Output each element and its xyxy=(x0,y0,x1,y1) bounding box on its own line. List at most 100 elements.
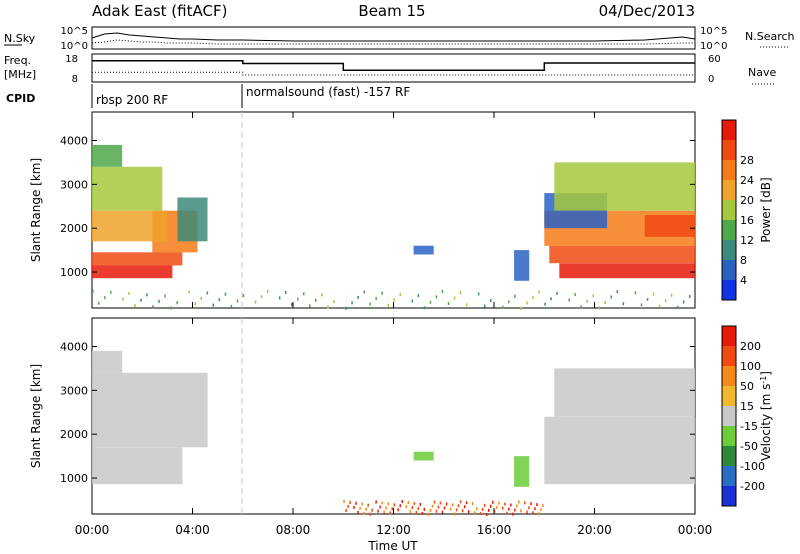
velocity-scatter-cell xyxy=(542,504,544,507)
velocity-scatter-cell xyxy=(514,508,516,512)
power-region xyxy=(92,144,123,167)
velocity-scatter-cell xyxy=(443,506,446,510)
velocity-ytick-label: 3000 xyxy=(60,384,88,397)
velocity-scatter-cell xyxy=(349,500,351,504)
power-scatter-cell xyxy=(236,299,239,303)
velocity-scatter-cell xyxy=(512,512,514,516)
power-colorbar-swatch xyxy=(722,180,736,200)
velocity-scatter-cell xyxy=(508,507,510,511)
velocity-ylabel: Slant Range [km] xyxy=(29,364,43,468)
power-scatter-cell xyxy=(218,298,221,302)
velocity-scatter-cell xyxy=(385,506,387,510)
velocity-scatter-cell xyxy=(375,500,377,504)
power-scatter-cell xyxy=(586,299,588,303)
freq-tick-bottom-left: 8 xyxy=(72,74,78,85)
power-scatter-cell xyxy=(387,303,389,307)
velocity-scatter-cell xyxy=(423,507,426,511)
power-scatter-cell xyxy=(544,302,546,306)
power-scatter-cell xyxy=(423,306,426,310)
power-scatter-cell xyxy=(514,294,516,298)
velocity-scatter-cell xyxy=(439,501,442,505)
velocity-scatter-cell xyxy=(528,506,530,510)
power-scatter-cell xyxy=(122,297,124,301)
velocity-colorbar-swatch xyxy=(722,486,736,506)
power-scatter-cell xyxy=(194,302,196,306)
power-panel: 1000 2000 3000 4000 Slant Range [km] 4 8 12 16… xyxy=(29,111,773,310)
velocity-scatter-cell xyxy=(429,508,432,512)
noise-ytick-bottom-right: 10^0 xyxy=(700,41,727,52)
velocity-scatter-cell xyxy=(467,510,470,514)
power-scatter-cell xyxy=(152,305,154,309)
power-scatter-cell xyxy=(538,290,540,294)
power-scatter-cell xyxy=(640,303,643,307)
velocity-colorbar-tick: -15 xyxy=(740,420,758,433)
velocity-scatter-cell xyxy=(343,500,345,503)
velocity-scatter-cell xyxy=(494,509,496,513)
velocity-scatter-cell xyxy=(536,503,538,507)
power-scatter-cell xyxy=(508,300,510,304)
power-scatter-cell xyxy=(417,294,420,298)
power-scatter-cell xyxy=(212,303,215,307)
power-scatter-cell xyxy=(110,290,112,294)
velocity-scatter-cell xyxy=(538,512,540,516)
velocity-scatter-cell xyxy=(496,505,498,509)
velocity-colorbar-tick: 15 xyxy=(740,400,754,413)
power-colorbar-swatch xyxy=(722,120,736,140)
time-tick-label: 00:00 xyxy=(678,523,713,537)
power-scatter-cell xyxy=(652,292,655,296)
frequency-panel: Freq. [MHz] Nave 18 8 60 0 xyxy=(4,53,776,85)
velocity-scatter-cell xyxy=(526,510,528,514)
power-scatter-cell xyxy=(230,304,233,308)
power-scatter-cell xyxy=(170,306,172,310)
velocity-ytick-label: 2000 xyxy=(60,428,88,441)
velocity-scatter-cell xyxy=(451,503,454,507)
power-scatter-cell xyxy=(598,306,600,310)
power-scatter-cell xyxy=(616,290,619,294)
power-colorbar-swatch xyxy=(722,200,736,220)
power-region xyxy=(92,166,163,211)
power-scatter-cell xyxy=(260,295,263,299)
velocity-colorbar-label: Velocity [m s-1] xyxy=(759,371,774,461)
velocity-panel: 1000 2000 3000 4000 Slant Range [km] 200 100… xyxy=(29,317,774,516)
velocity-scatter-cell xyxy=(498,501,500,505)
noise-panel-frame xyxy=(91,26,696,50)
power-scatter-cell xyxy=(610,295,613,299)
power-scatter-cell xyxy=(634,291,637,295)
cpid-panel: CPID rbsp 200 RF normalsound (fast) -157… xyxy=(6,84,410,108)
velocity-colorbar-tick: 100 xyxy=(740,360,761,373)
velocity-scatter-cell xyxy=(353,505,355,509)
velocity-scatter-cell xyxy=(492,500,494,504)
power-colorbar-frame xyxy=(721,119,737,301)
power-scatter-cell xyxy=(483,304,486,308)
velocity-colorbar-swatch xyxy=(722,346,736,366)
power-ylabel: Slant Range [km] xyxy=(29,158,43,262)
velocity-scatter-cell xyxy=(361,502,363,506)
velocity-scatter-cell xyxy=(379,505,381,509)
power-scatter-cell xyxy=(206,291,209,295)
frequency-series xyxy=(92,59,695,71)
noise-panel: N.Sky N.Search 10^5 10^0 10^5 10^0 xyxy=(4,26,795,52)
time-tick-label: 00:00 xyxy=(75,523,110,537)
velocity-scatter-cell xyxy=(407,501,410,504)
power-scatter-cell xyxy=(580,305,582,309)
velocity-yticks: 1000 2000 3000 4000 xyxy=(60,341,695,485)
velocity-scatter-cell xyxy=(419,502,422,506)
velocity-scatter-cell xyxy=(488,508,490,512)
noise-ytick-bottom-left: 10^0 xyxy=(61,41,88,52)
velocity-colorbar-swatch xyxy=(722,446,736,466)
power-scatter-cell xyxy=(664,299,667,303)
velocity-scatter-cell xyxy=(461,509,464,513)
power-ytick-label: 4000 xyxy=(60,135,88,148)
power-scatter-cell xyxy=(574,293,576,297)
power-scatter-cell xyxy=(164,294,166,298)
velocity-colorbar-tick: -200 xyxy=(740,480,765,493)
power-ytick-label: 2000 xyxy=(60,222,88,235)
velocity-scatter-cell xyxy=(347,505,349,508)
power-scatter-cell xyxy=(333,300,335,304)
power-scatter-cell xyxy=(327,305,329,309)
velocity-scatter-cell xyxy=(437,505,440,509)
velocity-scatter-cell xyxy=(534,507,536,511)
power-scatter-cell xyxy=(158,299,160,303)
freq-right-label: Nave xyxy=(748,66,776,79)
